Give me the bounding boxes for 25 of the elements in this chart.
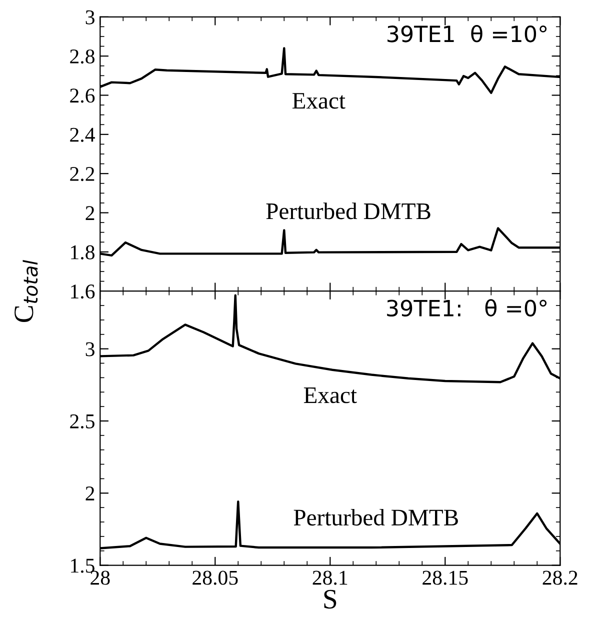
series-label: Exact xyxy=(304,387,357,404)
x-tick-label: 28.2 xyxy=(542,570,578,585)
y-tick-label: 1.6 xyxy=(71,284,95,299)
y-tick-label: 1.5 xyxy=(71,558,94,573)
y-tick-label: 3 xyxy=(86,10,94,24)
annotation: 39TE1: θ =0° xyxy=(387,299,547,317)
series-label: Exact xyxy=(292,93,346,109)
x-tick-label: 28.05 xyxy=(192,570,238,585)
y-tick-label: 3 xyxy=(86,342,94,356)
y-axis-title: C$_{total}$ xyxy=(14,260,38,322)
series-label: Perturbed DMTB xyxy=(294,508,458,526)
x-tick-label: 28.15 xyxy=(422,570,468,585)
x-tick-label: 28.1 xyxy=(312,570,348,585)
y-tick-label: 2.5 xyxy=(70,414,94,428)
y-tick-label: 1.8 xyxy=(71,245,94,260)
y-tick-label: 2.6 xyxy=(70,88,95,103)
y-tick-label: 2.4 xyxy=(70,128,95,142)
y-tick-label: 2.8 xyxy=(70,49,94,64)
series-label: Perturbed DMTB xyxy=(266,202,430,220)
y-tick-label: 2.2 xyxy=(70,167,94,182)
x-tick-label: 28 xyxy=(90,570,110,585)
y-tick-label: 2 xyxy=(86,486,94,500)
y-tick-label: 2 xyxy=(86,206,94,220)
x-axis-title: S xyxy=(324,590,336,609)
annotation: 39TE1 θ =10° xyxy=(388,24,547,42)
